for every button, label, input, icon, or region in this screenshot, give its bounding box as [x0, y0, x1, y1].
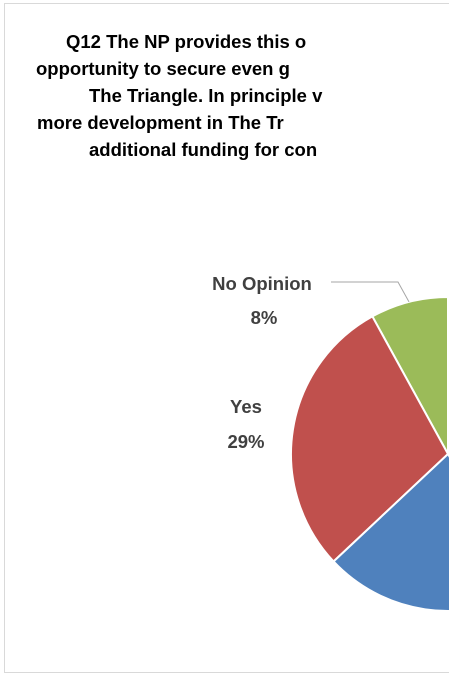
- slice-percent-yes: 29%: [227, 431, 264, 452]
- pie-slices: [290, 295, 449, 612]
- chart-title-line-5: additional funding for con: [89, 139, 318, 160]
- chart-title-line-4: more development in The Tr: [37, 112, 284, 133]
- pie-slice-remaining: [332, 452, 449, 612]
- pie-slice-yes: [290, 315, 449, 563]
- chart-title-line-2: opportunity to secure even g: [36, 58, 290, 79]
- slice-percent-no-opinion: 8%: [251, 307, 278, 328]
- slice-label-yes: Yes: [230, 396, 262, 417]
- slice-label-no-opinion: No Opinion: [212, 273, 312, 294]
- chart-title-line-1: Q12 The NP provides this o: [66, 31, 307, 52]
- chart-title-line-3: The Triangle. In principle v: [89, 85, 323, 106]
- chart-title: Q12 The NP provides this o opportunity t…: [0, 28, 449, 163]
- no-opinion-leader-line: [331, 281, 410, 303]
